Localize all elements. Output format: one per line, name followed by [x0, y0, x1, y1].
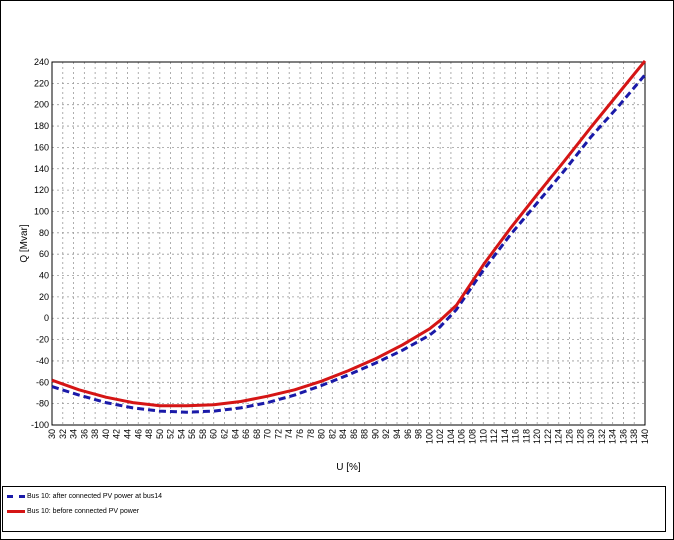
legend-label-after-pv: Bus 10: after connected PV power at bus1… [27, 492, 163, 500]
y-tick-label: 60 [39, 249, 49, 259]
x-tick-label: 54 [176, 429, 186, 439]
y-tick-label: -80 [36, 399, 49, 409]
x-tick-label: 44 [122, 429, 132, 439]
x-tick-label: 108 [467, 429, 477, 444]
y-tick-label: 160 [34, 142, 49, 152]
x-tick-label: 136 [618, 429, 628, 444]
x-tick-label: 38 [90, 429, 100, 439]
x-tick-label: 114 [500, 429, 510, 443]
x-tick-label: 70 [263, 429, 273, 439]
series-line-after-pv [51, 73, 647, 414]
x-tick-label: 72 [273, 429, 283, 439]
x-tick-label: 48 [144, 429, 154, 439]
x-tick-label: 36 [79, 429, 89, 439]
x-tick-label: 82 [327, 429, 337, 439]
x-tick-label: 84 [338, 429, 348, 439]
x-tick-label: 120 [532, 429, 542, 444]
x-tick-label: 58 [198, 429, 208, 439]
y-tick-label: 80 [39, 228, 49, 238]
y-tick-label: 200 [34, 100, 49, 110]
x-tick-label: 74 [284, 429, 294, 439]
x-tick-label: 128 [575, 429, 585, 444]
legend-swatch-solid-red [7, 509, 25, 513]
legend-item-after-pv: Bus 10: after connected PV power at bus1… [7, 490, 162, 502]
y-tick-label: 0 [44, 313, 49, 323]
y-tick-label: -60 [36, 377, 49, 387]
x-tick-label: 116 [511, 429, 521, 443]
x-tick-label: 112 [489, 429, 499, 443]
x-tick-label: 64 [230, 429, 240, 439]
x-tick-label: 60 [209, 429, 219, 439]
x-tick-label: 40 [101, 429, 111, 439]
y-tick-label: 20 [39, 292, 49, 302]
legend-swatch-dashed-blue [7, 494, 25, 498]
x-tick-label: 32 [58, 429, 68, 439]
x-tick-label: 110 [478, 429, 488, 443]
y-axis-label: Q [Mvar] [19, 224, 30, 263]
x-tick-label: 98 [414, 429, 424, 439]
x-tick-label: 126 [565, 429, 575, 444]
series-line-before-pv [51, 59, 647, 408]
y-tick-label: 100 [34, 206, 49, 216]
x-tick-label: 30 [47, 429, 57, 439]
y-tick-label: -20 [36, 335, 49, 345]
vertical-gridlines [51, 62, 646, 425]
y-tick-label: 180 [34, 121, 49, 131]
x-tick-label: 122 [543, 429, 553, 444]
x-tick-label: 94 [392, 429, 402, 439]
x-tick-label: 90 [370, 429, 380, 439]
x-tick-label: 102 [435, 429, 445, 444]
y-tick-label: -40 [36, 356, 49, 366]
y-tick-label: 140 [34, 164, 49, 174]
x-tick-label: 78 [306, 429, 316, 439]
x-tick-label: 124 [554, 429, 564, 444]
plot-area-border [51, 61, 646, 426]
legend: Bus 10: after connected PV power at bus1… [2, 486, 666, 532]
x-axis-label: U [%] [336, 462, 361, 473]
x-tick-label: 106 [457, 429, 467, 444]
y-axis-tick-labels: -100 -80 -60 -40 -20 0 20 40 60 80 100 120 140 160 180… [31, 57, 49, 430]
x-tick-label: 92 [381, 429, 391, 439]
x-tick-label: 132 [597, 429, 607, 444]
x-tick-label: 62 [220, 429, 230, 439]
x-tick-label: 130 [586, 429, 596, 444]
legend-item-before-pv: Bus 10: before connected PV power [7, 505, 139, 517]
x-axis-tick-labels: 30 32 34 36 38 40 42 44 46 48 50 52 54 56 58 60 62 64 66 68… [47, 429, 650, 444]
x-tick-label: 88 [360, 429, 370, 439]
y-tick-label: 220 [34, 78, 49, 88]
legend-label-before-pv: Bus 10: before connected PV power [27, 507, 140, 515]
x-tick-label: 76 [295, 429, 305, 439]
x-tick-label: 86 [349, 429, 359, 439]
x-tick-label: 96 [403, 429, 413, 439]
x-tick-label: 42 [112, 429, 122, 439]
x-tick-label: 50 [155, 429, 165, 439]
x-tick-label: 46 [133, 429, 143, 439]
x-tick-label: 134 [608, 429, 618, 444]
x-tick-label: 34 [69, 429, 79, 439]
y-tick-label: -100 [31, 420, 49, 430]
y-tick-label: 120 [34, 185, 49, 195]
series-layer [51, 59, 647, 414]
x-tick-label: 138 [629, 429, 639, 444]
y-tick-label: 240 [34, 57, 49, 67]
x-tick-label: 68 [252, 429, 262, 439]
x-tick-label: 140 [640, 429, 650, 444]
y-tick-label: 40 [39, 271, 49, 281]
x-tick-label: 100 [424, 429, 434, 444]
x-tick-label: 118 [521, 429, 531, 443]
x-tick-label: 80 [317, 429, 327, 439]
x-tick-label: 104 [446, 429, 456, 444]
x-tick-label: 66 [241, 429, 251, 439]
x-tick-label: 56 [187, 429, 197, 439]
x-tick-label: 52 [166, 429, 176, 439]
